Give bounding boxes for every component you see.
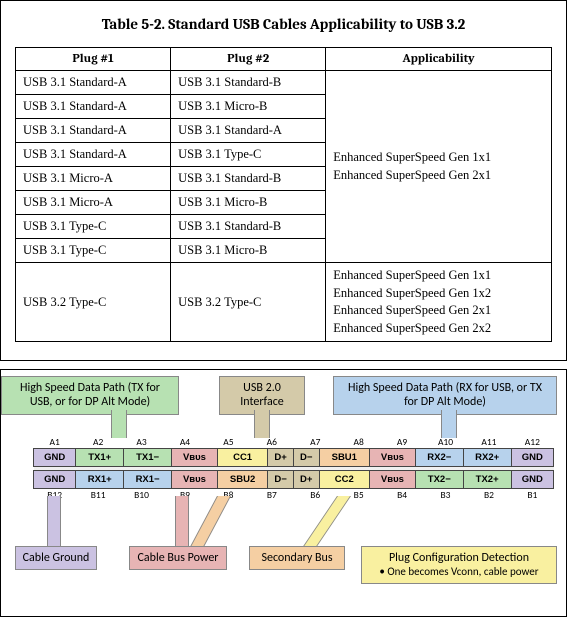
pin-cell: CC1 bbox=[217, 449, 267, 467]
pin-label: A4 bbox=[163, 436, 206, 448]
table-title: Table 5-2. Standard USB Cables Applicabi… bbox=[15, 15, 552, 33]
applicability-cell: Enhanced SuperSpeed Gen 1x1Enhanced Supe… bbox=[326, 263, 552, 342]
pin-cell: TX1+ bbox=[76, 449, 124, 467]
pin-cell: SBU2 bbox=[217, 471, 267, 489]
pin-label: A6 bbox=[250, 436, 293, 448]
callout-tx-path: High Speed Data Path (TX for USB, or for… bbox=[1, 376, 179, 415]
pin-label: B7 bbox=[250, 489, 293, 501]
pin-label: A8 bbox=[337, 436, 380, 448]
callout-plug-config: Plug Configuration Detection• One become… bbox=[361, 546, 557, 584]
col-plug1: Plug #1 bbox=[16, 48, 171, 71]
pin-label: A11 bbox=[467, 436, 510, 448]
table-cell: USB 3.1 Standard-A bbox=[16, 119, 171, 143]
pin-label: B3 bbox=[424, 489, 467, 501]
callout-text: High Speed Data Path (TX for USB, or for… bbox=[20, 381, 160, 409]
pin-cell: RX1+ bbox=[76, 471, 124, 489]
pin-label: A9 bbox=[380, 436, 423, 448]
table-cell: USB 3.2 Type-C bbox=[171, 263, 326, 342]
table-cell: USB 3.1 Standard-A bbox=[16, 95, 171, 119]
pin-cell: GND bbox=[511, 471, 553, 489]
pin-cell: D− bbox=[293, 449, 319, 467]
col-plug2: Plug #2 bbox=[171, 48, 326, 71]
table-cell: USB 3.1 Standard-A bbox=[16, 71, 171, 95]
pin-label: A2 bbox=[76, 436, 119, 448]
table-cell: USB 3.1 Micro-B bbox=[171, 95, 326, 119]
pin-cell: Vʙᴜs bbox=[172, 471, 218, 489]
callout-usb2: USB 2.0 Interface bbox=[219, 376, 305, 415]
pin-cell: D+ bbox=[268, 449, 294, 467]
table-cell: USB 3.1 Standard-A bbox=[171, 119, 326, 143]
callout-text: Cable Bus Power bbox=[138, 551, 219, 565]
pin-label: B10 bbox=[120, 489, 163, 501]
pin-cell: GND bbox=[34, 449, 76, 467]
table-cell: USB 3.1 Micro-A bbox=[16, 191, 171, 215]
pin-cell: GND bbox=[34, 471, 76, 489]
pin-cell: GND bbox=[511, 449, 553, 467]
callout-text: USB 2.0 Interface bbox=[240, 381, 283, 409]
pin-cell: TX2− bbox=[415, 471, 463, 489]
row-a-pins: GNDTX1+TX1−VʙᴜsCC1D+D−SBU1VʙᴜsRX2−RX2+GN… bbox=[34, 449, 554, 467]
table-cell: USB 3.1 Micro-B bbox=[171, 239, 326, 263]
col-applicability: Applicability bbox=[326, 48, 552, 71]
table-cell: USB 3.1 Micro-A bbox=[16, 167, 171, 191]
pin-label: B11 bbox=[76, 489, 119, 501]
pin-label: B4 bbox=[380, 489, 423, 501]
pin-cell: RX2− bbox=[415, 449, 463, 467]
pin-cell: Vʙᴜs bbox=[172, 449, 218, 467]
callout-cable-ground: Cable Ground bbox=[15, 546, 97, 570]
callout-text: Cable Ground bbox=[23, 551, 90, 565]
row-b-labels: B12B11B10B9B8B7B6B5B4B3B2B1 bbox=[33, 489, 554, 501]
table-cell: USB 3.1 Micro-B bbox=[171, 191, 326, 215]
callout-text: Plug Configuration Detection bbox=[389, 551, 529, 565]
pin-cell: TX1− bbox=[124, 449, 172, 467]
callout-bullet: • One becomes Vconn, cable power bbox=[368, 565, 550, 578]
pin-cell: D+ bbox=[293, 471, 319, 489]
table-cell: USB 3.1 Standard-A bbox=[16, 143, 171, 167]
pin-cell: CC2 bbox=[319, 471, 369, 489]
applicability-table-panel: Table 5-2. Standard USB Cables Applicabi… bbox=[0, 0, 567, 361]
pin-cell: SBU1 bbox=[319, 449, 369, 467]
pin-label: A1 bbox=[33, 436, 76, 448]
pin-cell: Vʙᴜs bbox=[369, 471, 415, 489]
table-cell: USB 3.2 Type-C bbox=[16, 263, 171, 342]
callout-text: High Speed Data Path (RX for USB, or TX … bbox=[348, 381, 542, 409]
callout-cable-bus-power: Cable Bus Power bbox=[129, 546, 227, 570]
callout-rx-path: High Speed Data Path (RX for USB, or TX … bbox=[333, 376, 557, 415]
pin-label: A5 bbox=[207, 436, 250, 448]
pin-label: A10 bbox=[424, 436, 467, 448]
table-cell: USB 3.1 Standard-B bbox=[171, 215, 326, 239]
pin-label: A3 bbox=[120, 436, 163, 448]
pin-cell: Vʙᴜs bbox=[369, 449, 415, 467]
applicability-cell: Enhanced SuperSpeed Gen 1x1Enhanced Supe… bbox=[326, 71, 552, 263]
pin-cell: RX1− bbox=[124, 471, 172, 489]
table-cell: USB 3.1 Type-C bbox=[171, 143, 326, 167]
row-a-labels: A1A2A3A4A5A6A7A8A9A10A11A12 bbox=[33, 436, 554, 448]
pin-label: B2 bbox=[467, 489, 510, 501]
table-cell: USB 3.1 Standard-B bbox=[171, 71, 326, 95]
pin-label: A12 bbox=[511, 436, 554, 448]
callout-secondary-bus: Secondary Bus bbox=[249, 546, 345, 570]
table-cell: USB 3.1 Type-C bbox=[16, 215, 171, 239]
pin-cell: RX2+ bbox=[463, 449, 511, 467]
table-cell: USB 3.1 Type-C bbox=[16, 239, 171, 263]
pin-table: A1A2A3A4A5A6A7A8A9A10A11A12 GNDTX1+TX1−V… bbox=[33, 436, 554, 501]
pin-cell: TX2+ bbox=[463, 471, 511, 489]
applicability-table: Plug #1 Plug #2 Applicability USB 3.1 St… bbox=[15, 47, 552, 342]
callout-text: Secondary Bus bbox=[261, 551, 332, 565]
pin-label: B6 bbox=[294, 489, 337, 501]
table-cell: USB 3.1 Standard-B bbox=[171, 167, 326, 191]
usb-c-pinout-diagram: High Speed Data Path (TX for USB, or for… bbox=[0, 369, 567, 617]
pin-cell: D− bbox=[268, 471, 294, 489]
row-b-pins: GNDRX1+RX1−VʙᴜsSBU2D−D+CC2VʙᴜsTX2−TX2+GN… bbox=[34, 471, 554, 489]
pin-label: A7 bbox=[294, 436, 337, 448]
pin-label: B1 bbox=[511, 489, 554, 501]
